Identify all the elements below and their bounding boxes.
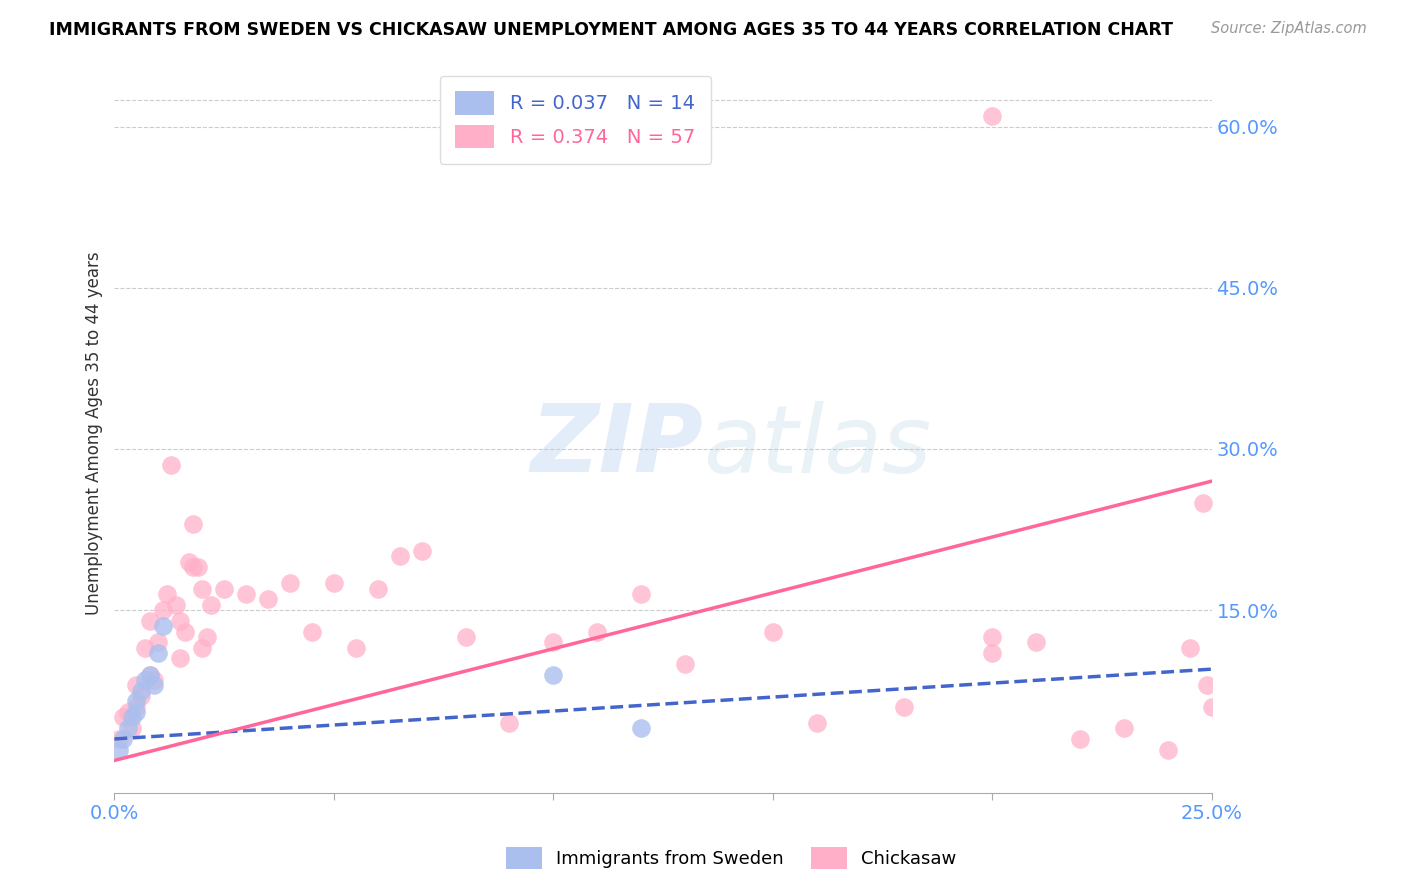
Point [138,614,160,628]
Point [107,742,129,756]
Point [367,582,389,596]
Point [235,587,257,601]
Point [183,517,205,532]
Point [1178,640,1201,655]
Point [411,544,433,558]
Point [142,673,165,687]
Point [893,699,915,714]
Point [212,582,235,596]
Point [543,667,565,681]
Legend: R = 0.037   N = 14, R = 0.374   N = 57: R = 0.037 N = 14, R = 0.374 N = 57 [440,76,710,164]
Point [152,603,174,617]
Point [344,640,367,655]
Point [125,705,148,719]
Text: Source: ZipAtlas.com: Source: ZipAtlas.com [1211,21,1367,36]
Point [630,587,652,601]
Point [160,458,183,472]
Point [138,667,160,681]
Point [134,640,156,655]
Text: atlas: atlas [703,401,931,491]
Point [125,694,148,708]
Point [117,705,139,719]
Point [121,721,143,735]
Point [981,630,1004,644]
Point [195,630,218,644]
Point [183,560,205,574]
Point [1157,742,1180,756]
Point [1069,731,1091,746]
Point [156,587,179,601]
Point [148,646,170,660]
Point [806,715,828,730]
Legend: Immigrants from Sweden, Chickasaw: Immigrants from Sweden, Chickasaw [498,839,965,876]
Point [152,619,174,633]
Point [673,657,696,671]
Point [1112,721,1135,735]
Text: ZIP: ZIP [530,400,703,492]
Point [112,710,135,724]
Text: IMMIGRANTS FROM SWEDEN VS CHICKASAW UNEMPLOYMENT AMONG AGES 35 TO 44 YEARS CORRE: IMMIGRANTS FROM SWEDEN VS CHICKASAW UNEM… [49,21,1173,38]
Point [129,689,152,703]
Point [322,576,344,591]
Point [112,731,135,746]
Point [177,555,200,569]
Point [138,667,160,681]
Point [1192,496,1215,510]
Point [173,624,195,639]
Point [142,678,165,692]
Point [498,715,520,730]
Point [148,635,170,649]
Y-axis label: Unemployment Among Ages 35 to 44 years: Unemployment Among Ages 35 to 44 years [86,251,103,615]
Point [200,598,222,612]
Point [1197,678,1219,692]
Point [388,549,411,564]
Point [125,699,148,714]
Point [454,630,477,644]
Point [630,721,652,735]
Point [107,731,129,746]
Point [278,576,301,591]
Point [134,673,156,687]
Point [981,646,1004,660]
Point [191,582,214,596]
Point [762,624,785,639]
Point [169,614,191,628]
Point [121,710,143,724]
Point [586,624,609,639]
Point [543,635,565,649]
Point [187,560,209,574]
Point [1025,635,1047,649]
Point [125,678,148,692]
Point [169,651,191,665]
Point [301,624,323,639]
Point [165,598,187,612]
Point [191,640,214,655]
Point [1201,699,1223,714]
Point [117,721,139,735]
Point [257,592,280,607]
Point [981,109,1004,123]
Point [129,683,152,698]
